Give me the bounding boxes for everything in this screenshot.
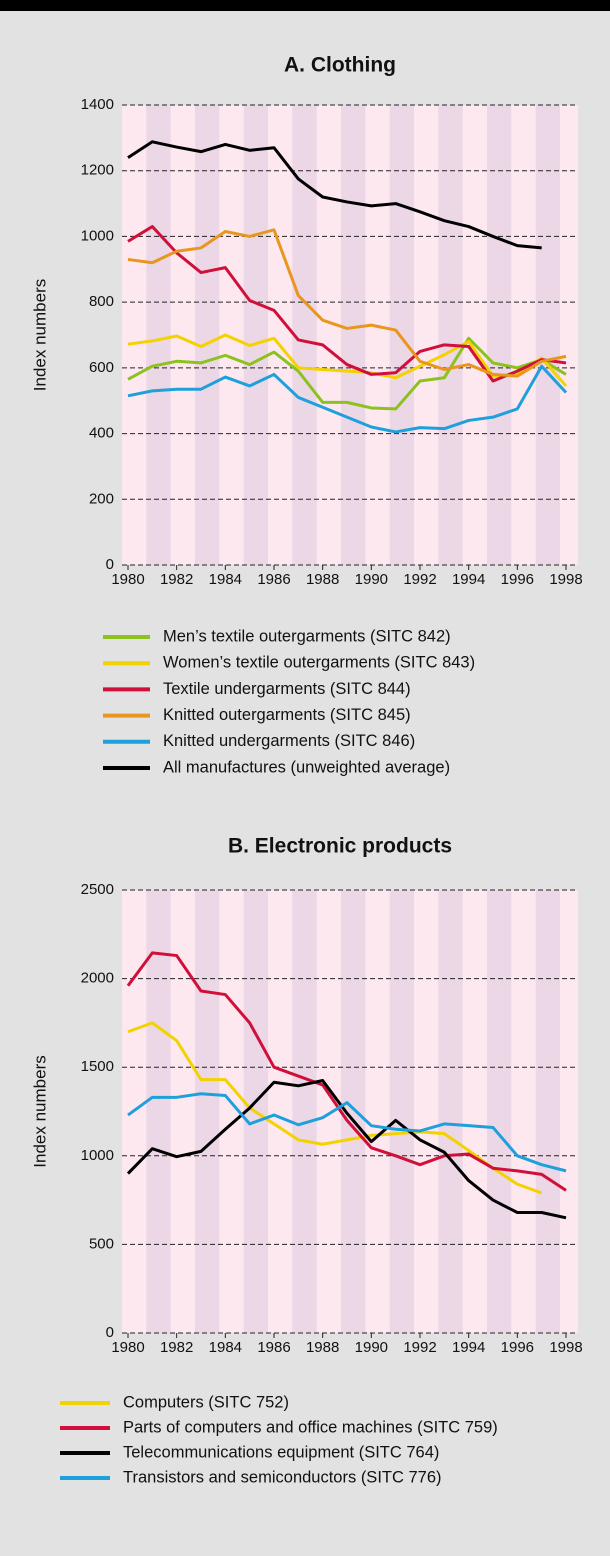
y-axis-title: Index numbers	[30, 1055, 49, 1167]
series-line	[127, 1092, 567, 1173]
series-line	[127, 1021, 543, 1195]
stripe	[389, 105, 414, 565]
y-tick-label: 2500	[81, 881, 114, 898]
y-tick-label: 1500	[81, 1058, 114, 1075]
legend-label: Parts of computers and office machines (…	[123, 1418, 498, 1436]
legend-label: All manufactures (unweighted average)	[163, 758, 450, 776]
x-tick-label: 1996	[501, 1339, 534, 1356]
stripe	[195, 105, 220, 565]
stripe	[535, 105, 560, 565]
x-tick-label: 1990	[355, 1339, 388, 1356]
x-tick-label: 1994	[452, 1339, 485, 1356]
x-tick-label: 1992	[403, 571, 436, 588]
x-tick-label: 1992	[403, 1339, 436, 1356]
series-line	[127, 333, 568, 387]
x-tick-label: 1984	[209, 571, 242, 588]
y-axis-title: Index numbers	[30, 279, 49, 391]
x-tick-label: 1980	[111, 571, 144, 588]
legend-label: Computers (SITC 752)	[123, 1393, 289, 1411]
x-tick-label: 1982	[160, 571, 193, 588]
chart-title: A. Clothing	[284, 54, 396, 77]
y-tick-label: 600	[89, 359, 114, 376]
x-tick-label: 1998	[549, 1339, 582, 1356]
stripe	[487, 105, 512, 565]
series-line	[127, 140, 542, 250]
series-line	[127, 336, 567, 411]
x-tick-label: 1996	[501, 571, 534, 588]
legend-label: Men’s textile outergarments (SITC 842)	[163, 627, 451, 645]
x-tick-label: 1998	[549, 571, 582, 588]
y-tick-label: 200	[89, 490, 114, 507]
legend-label: Telecommunications equipment (SITC 764)	[123, 1443, 439, 1461]
stripe	[535, 890, 560, 1333]
y-tick-label: 0	[106, 556, 114, 573]
stripe	[146, 890, 171, 1333]
stripe	[146, 105, 171, 565]
x-tick-label: 1988	[306, 571, 339, 588]
x-tick-label: 1982	[160, 1339, 193, 1356]
stripe	[389, 890, 414, 1333]
series-line	[126, 1078, 567, 1220]
legend-label: Textile undergarments (SITC 844)	[163, 680, 411, 698]
y-tick-label: 1400	[81, 96, 114, 113]
x-tick-label: 1984	[209, 1339, 242, 1356]
stripe	[438, 105, 463, 565]
y-tick-label: 800	[89, 293, 114, 310]
legend-label: Women’s textile outergarments (SITC 843)	[163, 654, 475, 672]
series-line	[127, 364, 568, 434]
x-tick-label: 1994	[452, 571, 485, 588]
y-tick-label: 2000	[81, 970, 114, 987]
stripe	[243, 105, 268, 565]
legend-label: Knitted undergarments (SITC 846)	[163, 732, 415, 750]
stripe	[487, 890, 512, 1333]
top-bar	[0, 0, 610, 11]
series-line	[127, 228, 567, 378]
legend-label: Transistors and semiconductors (SITC 776…	[123, 1468, 442, 1486]
x-tick-label: 1990	[355, 571, 388, 588]
chart-title: B. Electronic products	[228, 835, 452, 858]
y-tick-label: 1200	[81, 162, 114, 179]
y-tick-label: 0	[106, 1324, 114, 1341]
y-tick-label: 1000	[81, 1147, 114, 1164]
x-tick-label: 1980	[111, 1339, 144, 1356]
legend-label: Knitted outergarments (SITC 845)	[163, 706, 411, 724]
series-line	[127, 225, 567, 383]
stripe	[195, 890, 220, 1333]
stripe	[341, 105, 366, 565]
stripe	[438, 890, 463, 1333]
x-tick-label: 1986	[257, 571, 290, 588]
x-tick-label: 1986	[257, 1339, 290, 1356]
stripe	[292, 890, 317, 1333]
y-tick-label: 1000	[81, 227, 114, 244]
y-tick-label: 400	[89, 425, 114, 442]
x-tick-label: 1988	[306, 1339, 339, 1356]
series-line	[126, 951, 567, 1192]
y-tick-label: 500	[89, 1235, 114, 1252]
